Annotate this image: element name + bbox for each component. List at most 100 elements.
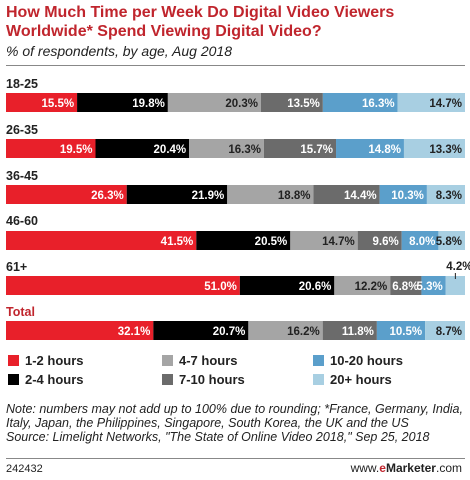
legend-item: 10-20 hours <box>313 353 403 368</box>
data-label: 14.7% <box>322 236 355 248</box>
bar-segment <box>445 276 465 295</box>
bar-segment <box>6 321 154 340</box>
legend-swatch <box>313 355 324 366</box>
bar-segment <box>95 139 190 158</box>
data-label: 13.5% <box>287 98 320 110</box>
legend-swatch <box>8 355 19 366</box>
data-label: 51.0% <box>204 281 237 293</box>
legend-swatch <box>313 374 324 385</box>
data-label: 20.7% <box>213 326 246 338</box>
chart-subtitle: % of respondents, by age, Aug 2018 <box>6 43 232 59</box>
bar-segment <box>6 185 127 204</box>
bar-segment <box>313 185 380 204</box>
data-label: 14.7% <box>429 98 462 110</box>
bar-segment <box>376 321 426 340</box>
bar-segment <box>425 321 465 340</box>
data-label: 9.6% <box>373 236 399 248</box>
emarketer-brand[interactable]: www.eMarketer.com <box>351 461 462 475</box>
bar-segment <box>403 139 465 158</box>
data-label: 16.3% <box>362 98 395 110</box>
bar-segment <box>196 231 291 250</box>
bar-segment <box>336 139 404 158</box>
category-label: 46-60 <box>6 214 38 228</box>
data-label: 14.8% <box>368 144 401 156</box>
bar-segment <box>153 321 249 340</box>
brand-prefix: www. <box>350 461 380 475</box>
chart-id: 242432 <box>6 463 43 475</box>
data-label: 5.3% <box>417 281 443 293</box>
legend-label: 7-10 hours <box>179 372 245 387</box>
legend-item: 7-10 hours <box>162 372 245 387</box>
bar-segment <box>426 185 465 204</box>
note-text: Note: numbers may not add up to 100% due… <box>6 402 463 430</box>
category-label: 36-45 <box>6 169 38 183</box>
data-label: 19.8% <box>132 98 165 110</box>
data-label: 8.3% <box>436 190 462 202</box>
data-label: 21.9% <box>192 190 225 202</box>
bar-segment <box>401 231 439 250</box>
legend-item: 4-7 hours <box>162 353 238 368</box>
legend-label: 4-7 hours <box>179 353 238 368</box>
data-label: 26.3% <box>91 190 124 202</box>
data-label: 19.5% <box>60 144 93 156</box>
bar-segment <box>6 231 197 250</box>
bar-segment <box>322 93 398 112</box>
data-label: 8.0% <box>409 236 435 248</box>
data-label: 20.6% <box>299 281 332 293</box>
data-label: 4.2% <box>446 261 470 273</box>
bar-segment <box>77 93 168 112</box>
brand-name: Marketer <box>385 461 436 475</box>
legend-item: 2-4 hours <box>8 372 84 387</box>
category-label: Total <box>6 305 35 319</box>
data-label: 10.3% <box>391 190 424 202</box>
data-label: 15.7% <box>300 144 333 156</box>
data-label: 15.5% <box>41 98 74 110</box>
data-label: 32.1% <box>118 326 151 338</box>
data-label: 20.5% <box>255 236 288 248</box>
bar-segment <box>126 185 228 204</box>
bar-segment <box>239 276 335 295</box>
bar-segment <box>438 231 465 250</box>
bar-segment <box>397 93 465 112</box>
category-label: 61+ <box>6 260 27 274</box>
bar-segment <box>248 321 323 340</box>
bar-segment <box>290 231 358 250</box>
category-label: 18-25 <box>6 77 38 91</box>
data-label: 10.5% <box>389 326 422 338</box>
bar-segment <box>421 276 446 295</box>
bar-segment <box>357 231 402 250</box>
bar-segment <box>260 93 323 112</box>
bar-segment <box>390 276 422 295</box>
bar-segment <box>322 321 377 340</box>
data-label: 11.8% <box>342 326 374 338</box>
chart-title: How Much Time per Week Do Digital Video … <box>6 4 395 40</box>
bar-segment <box>263 139 337 158</box>
bar-segment <box>6 93 78 112</box>
legend-swatch <box>162 374 173 385</box>
data-label: 6.8% <box>392 281 418 293</box>
data-label: 16.3% <box>228 144 261 156</box>
data-label: 41.5% <box>161 236 194 248</box>
data-label: 18.8% <box>278 190 311 202</box>
legend-label: 20+ hours <box>330 372 392 387</box>
brand-e: e <box>379 461 386 475</box>
data-label: 13.3% <box>429 144 462 156</box>
data-label: 12.2% <box>355 281 388 293</box>
data-label: 16.2% <box>287 326 320 338</box>
data-label: 5.8% <box>436 236 462 248</box>
brand-suffix: .com <box>435 461 462 475</box>
legend-label: 2-4 hours <box>25 372 84 387</box>
category-label: 26-35 <box>6 123 38 137</box>
bar-segment <box>6 276 240 295</box>
bar-segment <box>6 139 96 158</box>
bar-segment <box>227 185 314 204</box>
data-label: 8.7% <box>436 326 462 338</box>
data-label: 14.4% <box>344 190 377 202</box>
data-label: 20.4% <box>154 144 187 156</box>
chart-note: Note: numbers may not add up to 100% due… <box>6 402 468 444</box>
bar-segment <box>167 93 261 112</box>
bar-segment <box>379 185 427 204</box>
legend-label: 10-20 hours <box>330 353 403 368</box>
source-text: Source: Limelight Networks, "The State o… <box>6 430 430 444</box>
